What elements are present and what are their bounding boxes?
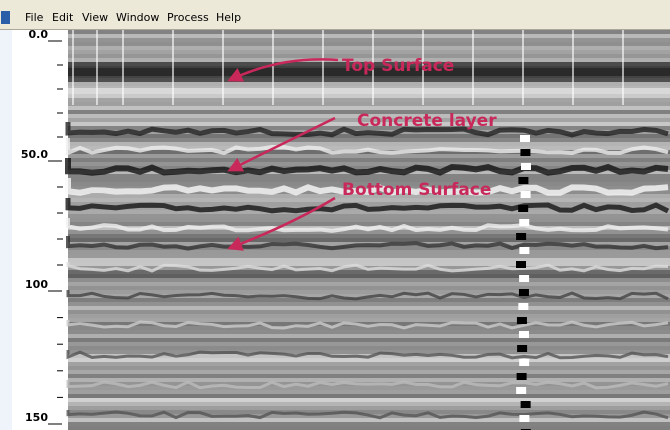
menu-item[interactable]: Help bbox=[216, 11, 241, 24]
radar-band bbox=[68, 342, 670, 346]
radar-band bbox=[68, 418, 670, 422]
anomaly bbox=[519, 289, 529, 296]
radar-band bbox=[68, 46, 670, 50]
radar-band bbox=[68, 78, 670, 82]
menu-item[interactable]: File bbox=[25, 11, 44, 24]
radar-band bbox=[68, 318, 670, 322]
anomaly bbox=[516, 387, 526, 394]
radar-band bbox=[68, 142, 670, 146]
anomaly bbox=[521, 191, 531, 198]
radar-band bbox=[68, 362, 670, 366]
radar-band bbox=[68, 278, 670, 282]
anomaly bbox=[516, 261, 526, 268]
radar-band bbox=[68, 350, 670, 354]
radar-band bbox=[68, 406, 670, 410]
anomaly bbox=[520, 149, 530, 156]
depth-label: 100 bbox=[25, 278, 48, 291]
annotation: Bottom Surface bbox=[342, 180, 491, 200]
menu-item[interactable]: View bbox=[82, 11, 108, 24]
radar-band bbox=[68, 282, 670, 286]
radar-band bbox=[68, 250, 670, 254]
anomaly bbox=[519, 415, 529, 422]
radar-band bbox=[68, 306, 670, 310]
menu-item[interactable]: Process bbox=[167, 11, 209, 24]
anomaly bbox=[518, 177, 528, 184]
radar-band bbox=[68, 378, 670, 382]
radar-band bbox=[68, 398, 670, 402]
radar-band bbox=[68, 50, 670, 54]
radar-band bbox=[68, 154, 670, 158]
radar-band bbox=[68, 374, 670, 378]
anomaly bbox=[520, 135, 530, 142]
radar-band bbox=[68, 302, 670, 306]
radar-band bbox=[68, 310, 670, 314]
radar-band bbox=[68, 106, 670, 110]
radar-band bbox=[68, 158, 670, 162]
radar-band bbox=[68, 298, 670, 302]
radar-band bbox=[68, 254, 670, 258]
menu-item[interactable]: Window bbox=[116, 11, 159, 24]
anomaly bbox=[521, 401, 531, 408]
radar-band bbox=[68, 82, 670, 86]
radar-image bbox=[68, 30, 670, 430]
radar-band bbox=[68, 402, 670, 406]
radar-band bbox=[68, 358, 670, 362]
top-surface-light bbox=[68, 88, 670, 94]
radar-band bbox=[68, 38, 670, 42]
annotation: Top Surface bbox=[342, 56, 454, 76]
anomaly bbox=[519, 247, 529, 254]
anomaly bbox=[516, 233, 526, 240]
radar-band bbox=[68, 42, 670, 46]
anomaly bbox=[519, 275, 529, 282]
anomaly bbox=[517, 373, 527, 380]
radar-band bbox=[68, 390, 670, 394]
radar-band bbox=[68, 330, 670, 334]
anomaly bbox=[519, 219, 529, 226]
menu-item[interactable]: Edit bbox=[52, 11, 74, 24]
anomaly bbox=[518, 205, 528, 212]
depth-panel bbox=[12, 30, 68, 430]
radar-band bbox=[68, 138, 670, 142]
anomaly bbox=[517, 317, 527, 324]
anomaly bbox=[521, 163, 531, 170]
radar-band bbox=[68, 30, 670, 34]
radar-band bbox=[68, 346, 670, 350]
radar-band bbox=[68, 386, 670, 390]
depth-label: 0.0 bbox=[29, 28, 49, 41]
radar-band bbox=[68, 370, 670, 374]
radar-band bbox=[68, 34, 670, 38]
radar-band bbox=[68, 274, 670, 278]
radar-band bbox=[68, 314, 670, 318]
radar-band bbox=[68, 214, 670, 218]
radar-band bbox=[68, 94, 670, 98]
depth-label: 50.0 bbox=[21, 148, 48, 161]
anomaly bbox=[519, 331, 529, 338]
radar-band bbox=[68, 366, 670, 370]
radar-band bbox=[68, 98, 670, 102]
radar-band bbox=[68, 102, 670, 106]
radar-band bbox=[68, 286, 670, 290]
anomaly bbox=[519, 359, 529, 366]
radar-band bbox=[68, 334, 670, 338]
radar-band bbox=[68, 262, 670, 266]
anomaly bbox=[517, 345, 527, 352]
radar-band bbox=[68, 234, 670, 238]
annotation: Concrete layer bbox=[357, 111, 497, 131]
radar-band bbox=[68, 338, 670, 342]
radar-band bbox=[68, 290, 670, 294]
radar-band bbox=[68, 422, 670, 426]
radar-band bbox=[68, 426, 670, 430]
radar-band bbox=[68, 394, 670, 398]
radar-band bbox=[68, 218, 670, 222]
app-icon bbox=[1, 11, 10, 24]
anomaly bbox=[518, 303, 528, 310]
depth-label: 150 bbox=[25, 411, 48, 424]
radar-band bbox=[68, 258, 670, 262]
radar-band bbox=[68, 222, 670, 226]
screen: 0.0 50.0 100 150 Top Surface Concrete layer Bo… bbox=[0, 0, 670, 430]
radar-band bbox=[68, 238, 670, 242]
